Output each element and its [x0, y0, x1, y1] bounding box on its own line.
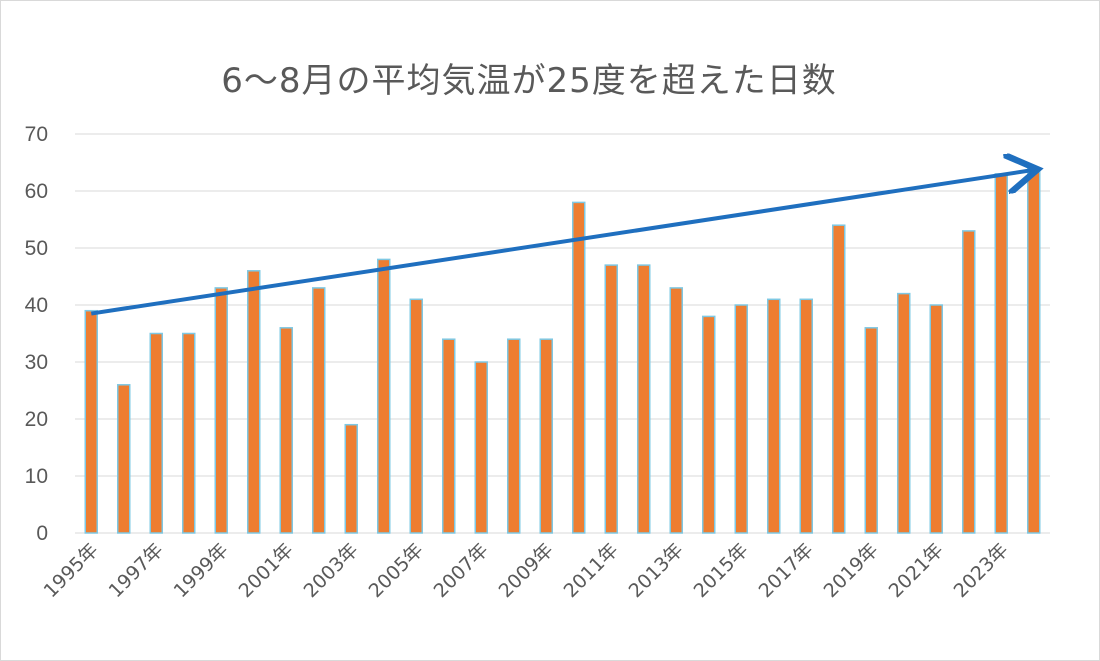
- bar-2002年: [312, 287, 326, 534]
- bar-1997年: [149, 332, 163, 534]
- bar-2023年: [994, 173, 1008, 534]
- y-tick-label: 20: [25, 408, 48, 431]
- bar-2021年: [929, 304, 943, 534]
- bar-2009年: [539, 338, 553, 534]
- x-tick-label: 2007年: [430, 539, 493, 602]
- bar-2013年: [669, 287, 683, 534]
- bar-2019年: [864, 327, 878, 534]
- x-tick-label: 2019年: [820, 539, 883, 602]
- x-tick-label: 2011年: [560, 539, 623, 602]
- x-tick-label: 1999年: [170, 539, 233, 602]
- bar-2004年: [377, 258, 391, 534]
- bar-1998年: [182, 332, 196, 534]
- trend-arrow: [90, 170, 1034, 316]
- y-tick-label: 70: [25, 123, 48, 146]
- bar-2015年: [734, 304, 748, 534]
- y-axis-ticks: 0 10 20 30 40 50 60 70: [25, 123, 48, 545]
- x-tick-label: 2001年: [235, 539, 298, 602]
- bar-2014年: [702, 315, 716, 534]
- bar-2008年: [507, 338, 521, 534]
- y-tick-label: 0: [36, 522, 48, 545]
- bar-2020年: [897, 292, 911, 534]
- bar-1996年: [117, 384, 131, 534]
- y-tick-label: 50: [25, 237, 48, 260]
- bar-2006年: [442, 338, 456, 534]
- bar-2001年: [279, 327, 293, 534]
- y-tick-label: 60: [25, 180, 48, 203]
- bar-2017年: [799, 298, 813, 534]
- bar-1999年: [214, 287, 228, 534]
- bar-2022年: [962, 230, 976, 534]
- bar-2011年: [604, 264, 618, 534]
- bar-2016年: [767, 298, 781, 534]
- x-tick-label: 2009年: [495, 539, 558, 602]
- x-tick-label: 2023年: [950, 539, 1013, 602]
- bars: [84, 167, 1041, 534]
- x-tick-label: 2017年: [755, 539, 818, 602]
- x-tick-label: 1995年: [40, 539, 103, 602]
- bar-2007年: [474, 361, 488, 534]
- x-tick-label: 2003年: [300, 539, 363, 602]
- y-tick-label: 30: [25, 351, 48, 374]
- x-tick-label: 2015年: [690, 539, 753, 602]
- bar-2018年: [832, 224, 846, 534]
- x-tick-label: 2021年: [885, 539, 948, 602]
- gridlines: [75, 133, 1050, 534]
- y-tick-label: 10: [25, 465, 48, 488]
- y-tick-label: 40: [25, 294, 48, 317]
- bar-2000年: [247, 270, 261, 534]
- bar-2003年: [344, 423, 358, 534]
- chart-title: 6〜8月の平均気温が25度を超えた日数: [221, 61, 837, 101]
- bar-2010年: [572, 201, 586, 534]
- x-axis-ticks: 1995年 1997年 1999年 2001年 2003年 2005年 2007年 2009年…: [40, 539, 1013, 602]
- x-tick-label: 2005年: [365, 539, 428, 602]
- x-tick-label: 1997年: [105, 539, 168, 602]
- bar-2024年: [1027, 167, 1041, 534]
- trend-arrow-line: [90, 170, 1034, 316]
- x-tick-label: 2013年: [625, 539, 688, 602]
- bar-1995年: [84, 309, 98, 534]
- bar-2005年: [409, 298, 423, 534]
- bar-2012年: [637, 264, 651, 534]
